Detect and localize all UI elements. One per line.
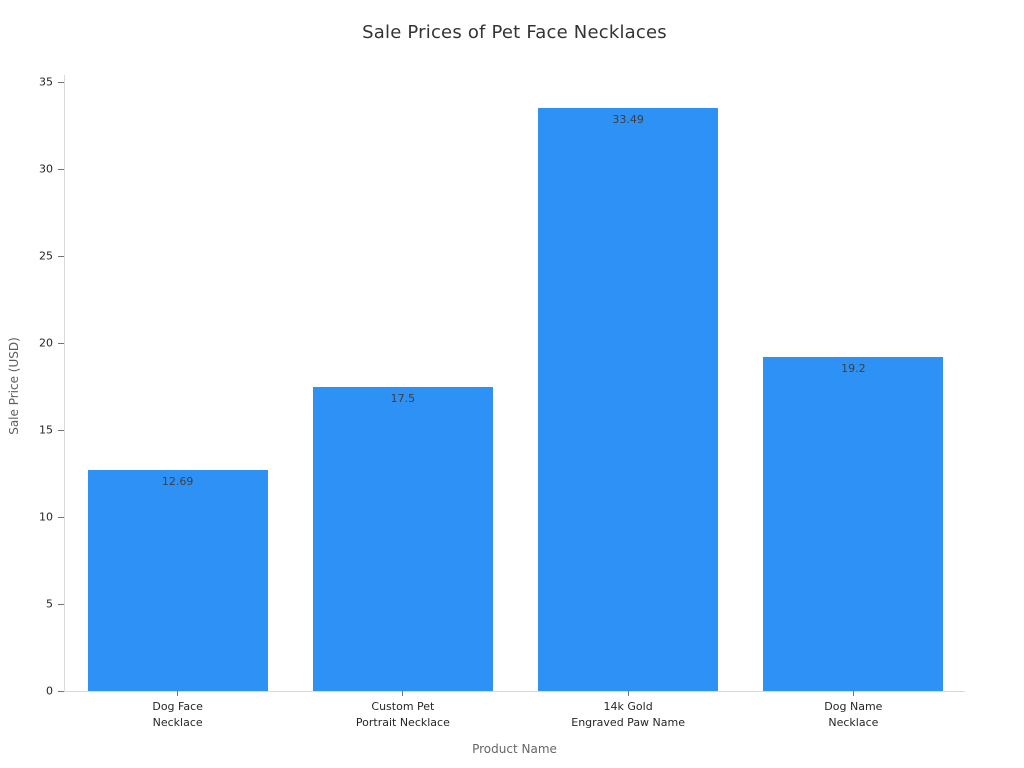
bar: 19.2 [763, 356, 944, 691]
y-tick-mark [58, 429, 64, 431]
y-tick-label: 20 [39, 336, 53, 350]
y-tick-label: 15 [39, 423, 53, 437]
y-tick-mark [58, 690, 64, 692]
y-tick-label: 35 [39, 75, 53, 89]
y-tick-label: 0 [46, 684, 53, 698]
x-tick-mark [402, 691, 404, 696]
bar: 12.69 [87, 470, 268, 691]
y-tick-mark [58, 342, 64, 344]
x-axis-title: Product Name [472, 742, 557, 756]
chart-title: Sale Prices of Pet Face Necklaces [362, 22, 667, 43]
y-tick-mark [58, 603, 64, 605]
bar-value-label: 12.69 [161, 475, 194, 489]
bar-value-label: 19.2 [841, 361, 866, 375]
plot-area: 0 5 10 15 20 25 30 35 12.69 Dog Face Necklace 17.5… [39, 75, 965, 729]
x-tick-label: Custom Pet Portrait Necklace [355, 700, 450, 729]
bar: 17.5 [312, 386, 493, 691]
y-tick-label: 30 [39, 162, 53, 176]
x-tick-label: 14k Gold Engraved Paw Name [571, 700, 685, 729]
bar-value-label: 33.49 [612, 113, 644, 127]
bar-value-label: 17.5 [390, 391, 416, 405]
y-tick-label: 5 [46, 597, 53, 611]
y-tick-label: 25 [39, 249, 53, 263]
y-axis-title: Sale Price (USD) [7, 337, 21, 435]
y-tick-mark [58, 255, 64, 257]
x-tick-mark [177, 691, 179, 696]
x-tick-label: Dog Name Necklace [824, 700, 883, 729]
x-tick-label: Dog Face Necklace [152, 700, 203, 729]
y-tick-mark [58, 81, 64, 83]
y-tick-mark [58, 516, 64, 518]
y-tick-label: 10 [39, 510, 53, 524]
y-tick-mark [58, 168, 64, 170]
bar: 33.49 [538, 108, 719, 691]
x-tick-mark [627, 691, 629, 696]
x-tick-mark [852, 691, 854, 696]
